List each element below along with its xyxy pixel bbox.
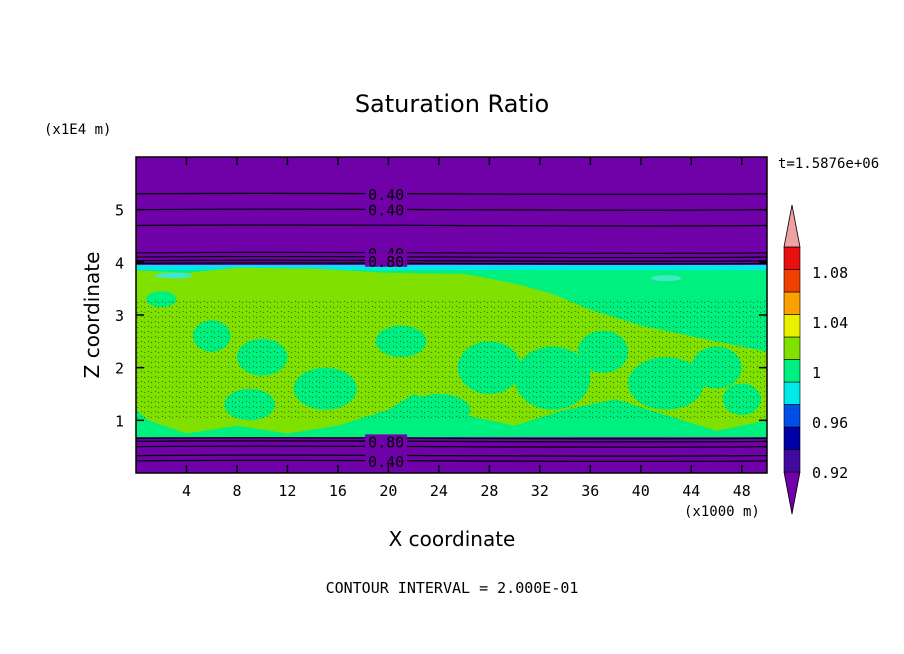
contour-line [136, 259, 767, 262]
contour-line [136, 459, 767, 463]
wisp [154, 272, 193, 279]
contour-line [136, 437, 767, 440]
x-tick-label: 20 [379, 482, 397, 500]
contour-label-bg [365, 253, 408, 267]
contour-line [136, 224, 767, 227]
contour-line [136, 440, 767, 443]
colorbar-swatch [783, 314, 801, 338]
contour-line [136, 208, 767, 211]
chart-title: Saturation Ratio [355, 90, 549, 118]
y-tick-label: 4 [115, 254, 124, 272]
contour-interval-note: CONTOUR INTERVAL = 2.000E-01 [326, 579, 579, 597]
contour-labels: 0.400.400.400.800.800.40 [365, 186, 408, 471]
colorbar-under-arrow [783, 471, 801, 515]
x-axis-label: X coordinate [389, 527, 516, 551]
y-tick-label: 5 [115, 202, 124, 220]
contour-label-bg [365, 434, 408, 448]
x-tick-label: 16 [329, 482, 347, 500]
colorbar-label: 1.08 [812, 264, 848, 282]
colorbar-label: 1 [812, 364, 821, 382]
colorbar-swatch [783, 449, 801, 473]
colorbar-swatch [783, 359, 801, 383]
colorbar-label: 0.92 [812, 464, 848, 482]
colorbar-swatch [783, 246, 801, 270]
x-tick-label: 28 [480, 482, 498, 500]
y-tick-label: 2 [115, 360, 124, 378]
contour-label: 0.40 [368, 453, 404, 471]
y-tick-label: 3 [115, 307, 124, 325]
contour-label-bg [365, 453, 408, 467]
x-tick-label: 8 [232, 482, 241, 500]
contour-line [136, 251, 767, 255]
contour-line [136, 445, 767, 448]
wisp [650, 275, 682, 282]
contour-line [136, 454, 767, 457]
x-tick-label: 4 [182, 482, 191, 500]
colorbar-swatch [783, 269, 801, 293]
colorbar-label: 1.04 [812, 314, 848, 332]
x-tick-label: 40 [632, 482, 650, 500]
colorbar-swatch [783, 426, 801, 450]
colorbar-swatch [783, 291, 801, 315]
y-axis-label: Z coordinate [80, 252, 104, 379]
y-tick-label: 1 [115, 412, 124, 430]
contour-label: 0.40 [368, 202, 404, 220]
x-unit-label: (x1000 m) [684, 504, 760, 520]
x-tick-label: 36 [581, 482, 599, 500]
x-tick-label: 48 [733, 482, 751, 500]
y-axis: 1 2 3 4 5 [115, 202, 767, 430]
contour-line [136, 262, 767, 265]
colorbar-swatch [783, 381, 801, 405]
colorbar-label: 0.96 [812, 414, 848, 432]
contour-label: 0.80 [368, 253, 404, 271]
contour-line [136, 192, 767, 196]
cloud-top-band [136, 264, 767, 271]
contour-texture [136, 299, 767, 421]
x-axis: 4 8 12 16 20 24 28 32 36 40 44 48 [182, 157, 751, 500]
contour-label-bg [365, 202, 408, 216]
colorbar-swatch [783, 336, 801, 360]
contour-label: 0.80 [368, 433, 404, 451]
colorbar-over-arrow [783, 204, 801, 248]
x-tick-label: 12 [278, 482, 296, 500]
contour-label: 0.40 [368, 186, 404, 204]
y-unit-label: (x1E4 m) [44, 122, 111, 138]
colorbar: 0.92 0.96 1 1.04 1.08 [783, 204, 848, 515]
x-tick-label: 44 [682, 482, 700, 500]
x-tick-label: 24 [430, 482, 448, 500]
contour-label-bg [365, 186, 408, 200]
plot-area [136, 157, 767, 473]
time-label: t=1.5876e+06 [778, 156, 879, 172]
colorbar-swatch [783, 404, 801, 428]
contour-line [136, 255, 767, 259]
x-tick-label: 32 [531, 482, 549, 500]
